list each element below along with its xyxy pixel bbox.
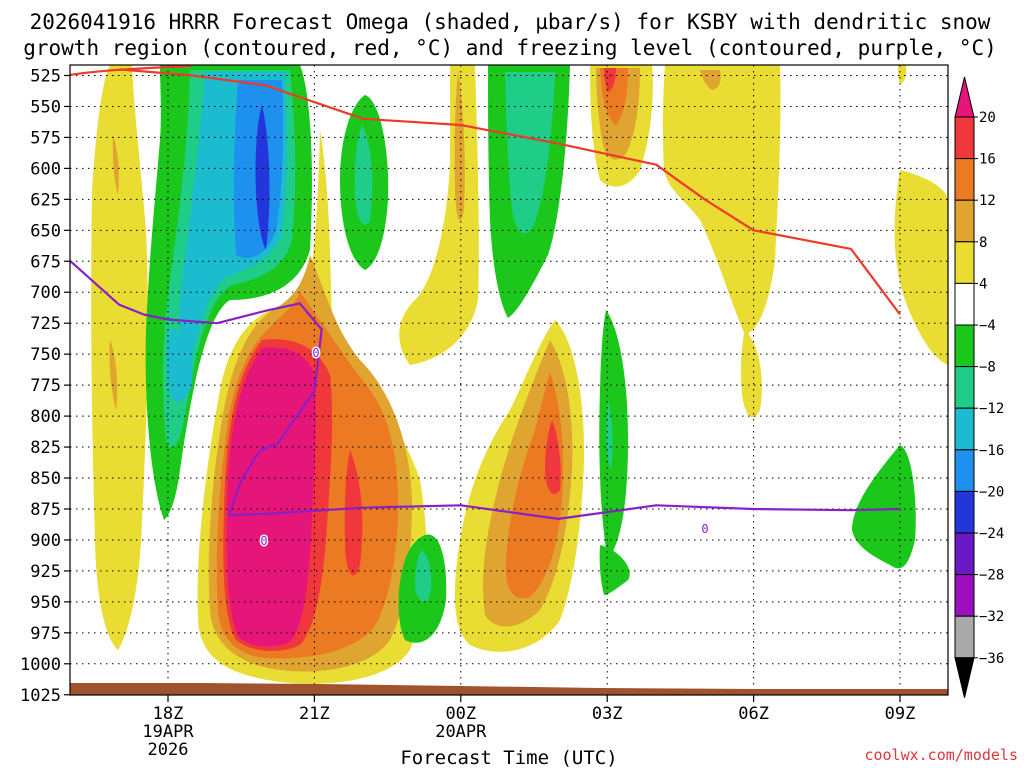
colorbar-segment	[954, 116, 975, 160]
omega-field-negative-mid-left-cyan	[167, 329, 193, 402]
colorbar-segment	[954, 366, 975, 409]
y-tick-label: 1000	[20, 655, 61, 675]
freezing-level-contour-labels: 0 0 0	[259, 345, 710, 550]
x-tick-label: 18Z	[153, 704, 184, 724]
colorbar-label: 8	[979, 235, 987, 251]
y-tick-label: 900	[30, 531, 61, 551]
colorbar-label: −16	[979, 443, 1004, 459]
freezing-level-contour	[70, 259, 901, 520]
x-tick-label: 03Z	[592, 704, 623, 724]
y-tick-label: 875	[30, 500, 61, 520]
y-tick-label: 725	[30, 314, 61, 334]
omega-field-positive-upper-right-yellow	[662, 65, 781, 335]
omega-field-positive-left-column	[91, 65, 148, 650]
y-tick-label: 800	[30, 407, 61, 427]
y-tick-label: 550	[30, 97, 61, 117]
y-tick-label: 600	[30, 159, 61, 179]
y-tick-label: 925	[30, 562, 61, 582]
chart-title-line-2: growth region (contoured, red, °C) and f…	[23, 36, 997, 60]
x-axis-label: Forecast Time (UTC)	[400, 747, 617, 768]
colorbar-segment	[954, 490, 975, 534]
omega-field-positive-lower-center-red	[545, 420, 561, 494]
omega-field-negative-03z-green	[599, 310, 628, 560]
y-tick-label: 675	[30, 252, 61, 272]
colorbar-segment	[954, 282, 975, 326]
y-tick-label: 850	[30, 469, 61, 489]
x-tick-label: 09Z	[885, 704, 916, 724]
colorbar-label: 16	[979, 152, 996, 168]
colorbar-label: −8	[979, 360, 996, 376]
y-tick-label: 625	[30, 190, 61, 210]
freezing-level-label: 0	[260, 534, 267, 548]
colorbar-label: −24	[979, 526, 1004, 542]
y-tick-label: 1025	[20, 686, 61, 706]
omega-field-negative-lower-center-teal	[414, 550, 432, 602]
omega-field-negative-03z-teal	[606, 400, 613, 470]
omega-field-positive-far-right-top	[898, 65, 907, 84]
colorbar-label: −20	[979, 484, 1004, 500]
colorbar-segment	[954, 657, 975, 698]
colorbar-segment	[954, 324, 975, 368]
colorbar-segment	[954, 615, 975, 659]
x-tick-label: 2026	[148, 740, 189, 760]
omega-field-negative-upper-left-deep-blue	[255, 105, 270, 250]
terrain-surface	[70, 683, 948, 695]
omega-field-positive-lower-center-orange	[505, 372, 564, 599]
colorbar-label: −28	[979, 568, 1004, 584]
colorbar-segment	[954, 158, 975, 201]
omega-field-positive-far-right-yellow	[894, 170, 948, 365]
x-tick-label: 21Z	[299, 704, 330, 724]
y-tick-label: 775	[30, 376, 61, 396]
colorbar-label: 4	[979, 276, 987, 292]
credit-text: coolwx.com/models	[864, 746, 1018, 764]
omega-field-positive-secondary-red	[344, 450, 363, 576]
omega-field-positive-left-column-low	[109, 340, 118, 410]
omega-field-positive-03z-red	[604, 68, 616, 92]
colorbar-label: 12	[979, 193, 996, 209]
omega-field-positive-left-column-core	[112, 135, 119, 195]
omega-field-positive-mid-right-yellow	[741, 330, 762, 418]
plot-frame	[69, 64, 949, 696]
dendritic-growth-region-contour-secondary	[70, 65, 194, 77]
y-tick-label: 975	[30, 624, 61, 644]
chart-title-line-1: 2026041916 HRRR Forecast Omega (shaded, …	[30, 10, 991, 34]
colorbar-label: −32	[979, 609, 1004, 625]
freezing-level-label: 0	[701, 522, 708, 536]
colorbar-segment	[954, 407, 975, 451]
omega-field-negative-upper-center-teal	[505, 72, 555, 234]
colorbar-label: −12	[979, 401, 1004, 417]
omega-field-positive-center-amber	[454, 70, 465, 221]
y-tick-label: 525	[30, 67, 61, 87]
x-tick-label: 19APR	[142, 722, 194, 742]
pressure-axis: 525 550 575 600 625 650 675 700 725 750 775 800 825 8…	[20, 67, 70, 706]
y-tick-label: 950	[30, 593, 61, 613]
y-tick-label: 750	[30, 345, 61, 365]
colorbar-segment	[954, 76, 975, 118]
omega-shading	[91, 65, 948, 684]
y-tick-label: 700	[30, 283, 61, 303]
colorbar-segment	[954, 199, 975, 243]
omega-field-negative-lower-right-green	[852, 445, 916, 569]
colorbar-segment	[954, 574, 975, 617]
colorbar-label: 20	[979, 110, 996, 126]
colorbar-segment	[954, 449, 975, 492]
x-tick-label: 20APR	[435, 722, 487, 742]
omega-field-positive-upper-right-amber	[700, 70, 721, 90]
y-tick-label: 825	[30, 438, 61, 458]
colorbar: 20 16 12 8 4 −4 −8 −12 −16 −20 −24 −28 −32 −36	[954, 76, 1004, 698]
x-tick-label: 06Z	[738, 704, 769, 724]
colorbar-label: −4	[979, 318, 996, 334]
colorbar-segment	[954, 241, 975, 284]
colorbar-label: −36	[979, 651, 1004, 667]
y-tick-label: 650	[30, 221, 61, 241]
y-tick-label: 575	[30, 128, 61, 148]
freezing-level-label: 0	[312, 346, 319, 360]
x-tick-label: 00Z	[445, 704, 476, 724]
colorbar-segment	[954, 532, 975, 576]
plot-area: 0 0 0	[69, 64, 949, 696]
dendritic-growth-region-contour	[118, 68, 901, 316]
